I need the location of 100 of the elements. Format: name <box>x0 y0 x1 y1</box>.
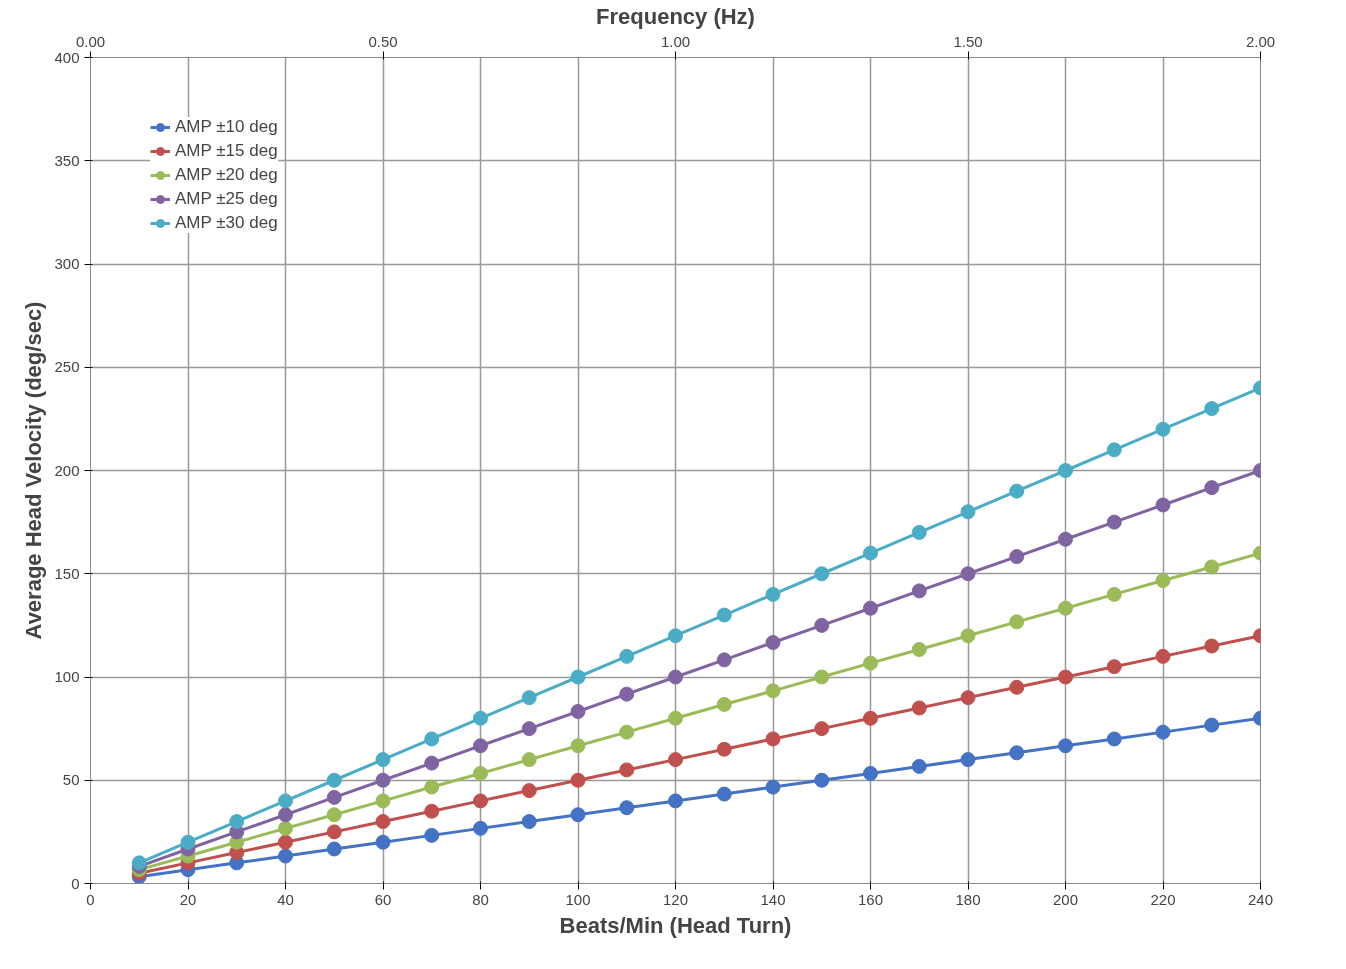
point <box>1204 717 1220 733</box>
point <box>1106 514 1122 530</box>
y-tick-label: 300 <box>54 255 80 272</box>
x-tick-label: 100 <box>565 890 591 908</box>
point <box>570 738 586 754</box>
point <box>278 820 293 836</box>
point <box>473 738 488 754</box>
y-axis-title: Average Head Velocity (deg/sec) <box>21 301 47 640</box>
x-tick-label: 160 <box>857 890 884 908</box>
point <box>1058 738 1073 754</box>
x-tick-label: 60 <box>374 890 392 908</box>
legend-label: AMP ±10 deg <box>175 117 278 137</box>
point <box>326 841 342 857</box>
point <box>863 765 878 781</box>
point <box>619 800 635 816</box>
x2-tick-label: 2.00 <box>1245 32 1276 50</box>
point <box>960 566 976 582</box>
point <box>1009 745 1025 761</box>
point <box>1106 659 1122 675</box>
x-tick-label: 120 <box>662 890 689 908</box>
x2-tick-label: 1.50 <box>953 32 983 50</box>
point <box>960 628 976 644</box>
point <box>375 772 391 788</box>
legend-label: AMP ±30 deg <box>175 213 278 233</box>
x2-tick-label: 0.00 <box>75 32 106 50</box>
point <box>1155 648 1171 664</box>
point <box>863 710 878 726</box>
point <box>619 762 635 778</box>
y-tick-label: 250 <box>54 358 80 376</box>
point <box>473 765 488 781</box>
x-tick-label: 20 <box>179 890 197 908</box>
point <box>1009 614 1025 630</box>
point <box>1058 669 1073 685</box>
point <box>1009 679 1025 695</box>
legend-label: AMP ±15 deg <box>175 141 278 161</box>
point <box>765 635 781 650</box>
x-tick-label: 80 <box>472 890 489 908</box>
x-tick-label: 220 <box>1150 890 1176 908</box>
point <box>375 793 391 809</box>
point <box>278 793 293 809</box>
point <box>521 814 537 830</box>
point <box>326 807 342 823</box>
point <box>863 600 878 616</box>
point <box>326 789 342 805</box>
point <box>375 834 391 850</box>
point <box>570 669 586 685</box>
point <box>1155 497 1171 513</box>
y-tick-label: 200 <box>54 461 80 479</box>
point <box>521 752 537 768</box>
point <box>1009 549 1025 565</box>
legend-label: AMP ±20 deg <box>175 165 278 185</box>
point <box>473 820 488 836</box>
point <box>668 793 683 809</box>
x-tick-label: 140 <box>760 890 786 908</box>
point <box>278 848 293 864</box>
point <box>765 683 781 699</box>
point <box>619 686 635 702</box>
point <box>1058 531 1073 547</box>
point <box>960 690 976 706</box>
point <box>619 724 635 740</box>
point <box>668 669 683 685</box>
point <box>716 786 732 802</box>
point <box>814 617 830 633</box>
x-tick-label: 180 <box>955 890 981 908</box>
point <box>1058 600 1073 616</box>
x-tick-label: 0 <box>86 890 95 908</box>
point <box>1106 442 1122 458</box>
point <box>424 803 440 819</box>
point <box>960 504 976 520</box>
point <box>570 807 586 823</box>
point <box>716 741 732 757</box>
point <box>765 731 781 747</box>
y-tick-label: 150 <box>54 564 80 582</box>
y-tick-label: 0 <box>71 874 80 892</box>
x-axis-title: Beats/Min (Head Turn) <box>559 912 792 938</box>
point <box>814 669 830 685</box>
point <box>424 731 440 747</box>
point <box>863 655 878 671</box>
point <box>911 700 927 716</box>
point <box>278 834 293 850</box>
point <box>1204 401 1220 417</box>
point <box>911 758 927 774</box>
point <box>814 721 830 737</box>
point <box>570 772 586 788</box>
point <box>1155 573 1171 589</box>
point <box>1204 638 1220 654</box>
point <box>765 586 781 602</box>
point <box>960 752 976 768</box>
point <box>814 772 830 788</box>
point <box>278 807 293 823</box>
point <box>570 704 586 719</box>
point <box>424 755 440 771</box>
point <box>911 583 927 599</box>
y-tick-label: 50 <box>62 771 80 789</box>
point <box>716 652 732 668</box>
point <box>1204 480 1220 496</box>
point <box>473 793 488 809</box>
point <box>716 696 732 712</box>
point <box>424 779 440 795</box>
x-tick-label: 240 <box>1247 890 1274 908</box>
